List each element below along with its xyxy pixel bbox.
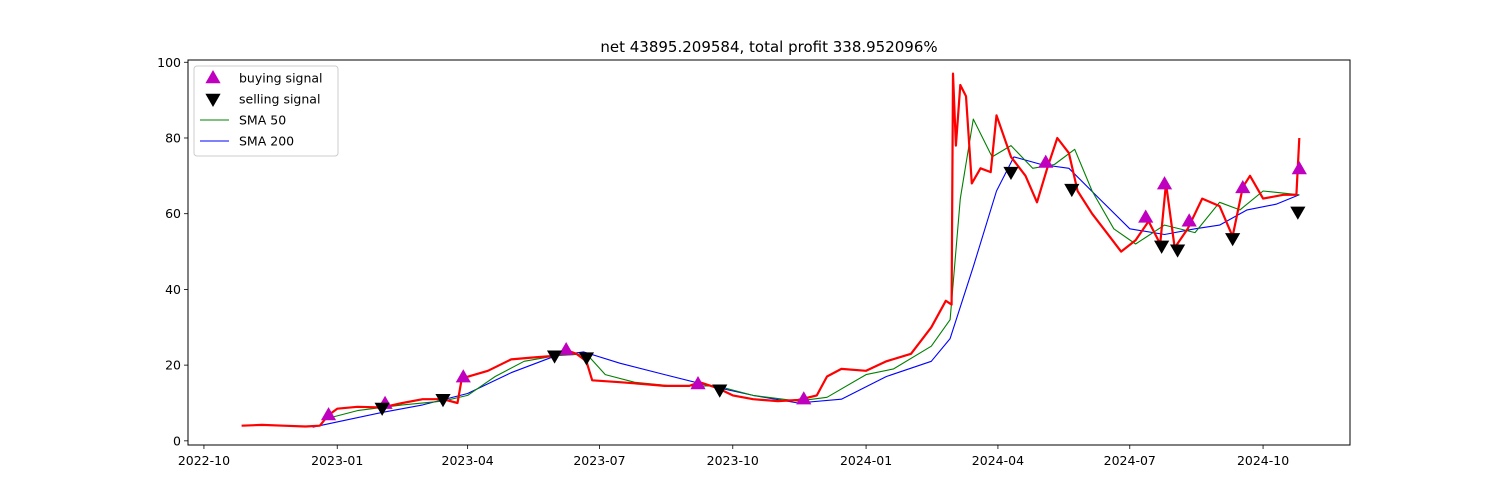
legend: buying signal selling signal SMA 50 SMA 200	[193, 65, 339, 157]
chart-title: net 43895.209584, total profit 338.95209…	[600, 38, 937, 56]
buy-signal-marker	[690, 376, 706, 390]
buy-signal-marker	[558, 341, 574, 356]
sell-signal-marker	[1169, 244, 1186, 258]
buy-signal-marker	[1138, 209, 1154, 223]
sell-legend-marker	[205, 93, 221, 107]
y-tick-label: 60	[165, 206, 181, 221]
sell-signal-marker	[374, 402, 390, 416]
buy-signal-marker	[320, 407, 337, 421]
sell-signal-marker	[1154, 240, 1170, 254]
x-tick-label: 2022-10	[178, 453, 230, 468]
buy-signal-marker	[1156, 176, 1173, 190]
buy-signal-marker	[455, 369, 471, 383]
buy-signal-marker	[796, 391, 812, 405]
legend-label: selling signal	[239, 92, 320, 107]
sell-signal-marker	[546, 350, 563, 364]
x-tick-label: 2023-01	[311, 453, 363, 468]
sell-signal-marker	[1003, 166, 1019, 181]
legend-label: buying signal	[239, 71, 323, 86]
sma-200-line	[312, 156, 1300, 428]
y-tick-label: 100	[157, 55, 181, 70]
plot-frame	[187, 59, 1351, 446]
y-tick-label: 40	[165, 282, 181, 297]
buy-signal-marker	[1038, 154, 1054, 168]
close-price-line	[241, 72, 1301, 428]
buy-signal-marker	[1235, 179, 1251, 194]
buy-signal-marker	[1291, 161, 1307, 175]
sell-signal-marker	[1064, 183, 1080, 198]
y-tick-label: 0	[173, 433, 181, 448]
sell-signal-marker	[578, 352, 595, 366]
sma-50-line	[328, 118, 1300, 419]
y-axis: 0 20 40 60 80 100	[157, 55, 188, 448]
y-tick-label: 80	[165, 130, 181, 145]
x-tick-label: 2024-10	[1237, 453, 1289, 468]
legend-box	[193, 65, 339, 157]
legend-item-sma200: SMA 200	[200, 134, 294, 149]
y-tick-label: 20	[165, 358, 181, 373]
sell-signal-marker	[1225, 233, 1241, 247]
sell-signal-marker	[435, 393, 451, 408]
x-tick-label: 2023-10	[707, 453, 759, 468]
signal-marker-layer	[320, 154, 1307, 421]
x-axis: 2022-10 2023-01 2023-04 2023-07 2023-10 2024-…	[178, 445, 1289, 468]
x-tick-label: 2023-04	[442, 453, 494, 468]
x-tick-label: 2024-04	[972, 453, 1024, 468]
buy-signal-marker	[1181, 213, 1197, 227]
x-tick-label: 2024-07	[1104, 453, 1156, 468]
series-layer	[241, 72, 1301, 428]
legend-label: SMA 200	[239, 134, 294, 149]
legend-item-sell: selling signal	[205, 92, 320, 107]
x-tick-label: 2024-01	[840, 453, 892, 468]
sell-signal-marker	[712, 384, 728, 398]
legend-item-buy: buying signal	[205, 70, 323, 86]
x-tick-label: 2023-07	[573, 453, 625, 468]
buy-legend-marker	[205, 70, 221, 84]
legend-label: SMA 50	[239, 113, 286, 128]
legend-item-sma50: SMA 50	[200, 113, 286, 128]
sell-signal-marker	[1290, 206, 1306, 220]
